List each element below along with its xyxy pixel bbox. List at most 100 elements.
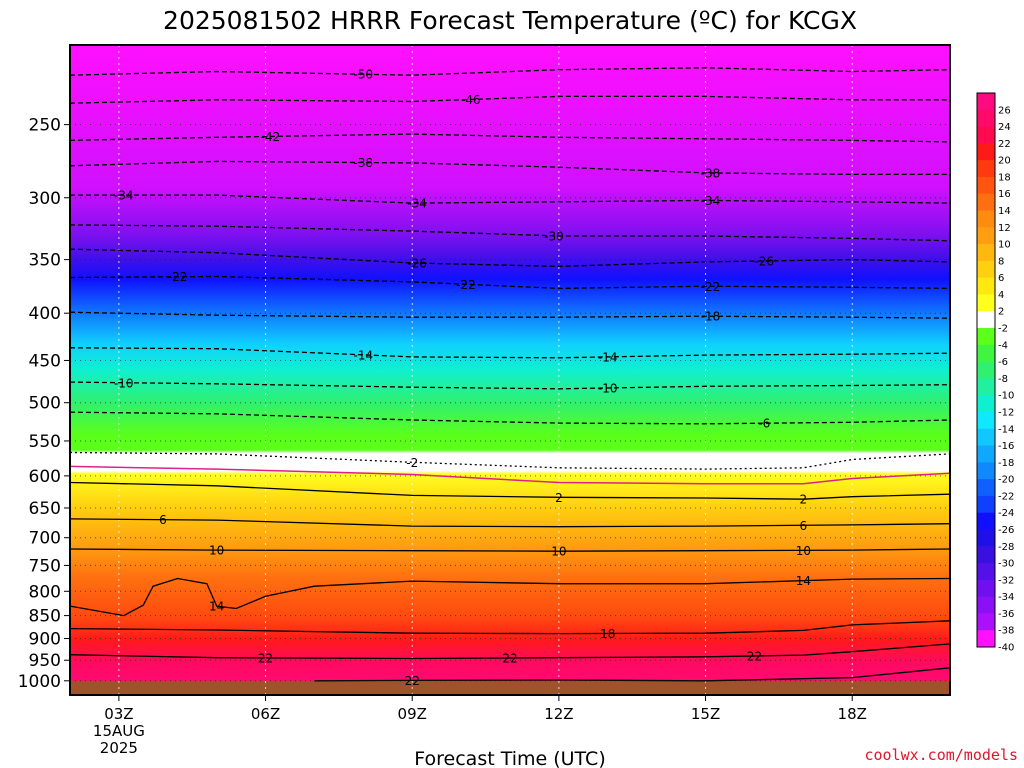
colorbar-swatch <box>977 160 995 178</box>
colorbar-swatch <box>977 479 995 497</box>
svg-text:-42: -42 <box>261 130 281 144</box>
isotherm-label: 14 <box>796 574 811 588</box>
colorbar-tick-label: 18 <box>998 172 1011 183</box>
svg-text:-6: -6 <box>758 417 770 431</box>
colorbar-swatch <box>977 93 995 111</box>
svg-text:22: 22 <box>258 651 273 665</box>
colorbar-tick-label: -6 <box>998 357 1008 368</box>
colorbar: 26 24 22 20 18 16 14 12 10 8 6 4 2 -2 -4 -6 -8 -10 -12 -14 -… <box>976 92 1014 654</box>
isotherm-label: -30 <box>544 229 564 243</box>
svg-text:-38: -38 <box>701 166 721 180</box>
colorbar-swatch <box>977 546 995 564</box>
isotherm-label: 2 <box>800 493 808 507</box>
isotherm-label: 22 <box>502 651 517 665</box>
colorbar-swatch <box>977 563 995 581</box>
isotherm-label: 2 <box>555 491 563 505</box>
isotherm-label: 6 <box>800 519 808 533</box>
colorbar-tick-label: -30 <box>998 559 1014 570</box>
colorbar-swatch <box>977 210 995 228</box>
colorbar-tick-label: -40 <box>998 643 1014 654</box>
isotherm-label: -38 <box>354 156 374 170</box>
colorbar-swatch <box>977 328 995 346</box>
isotherm-line <box>70 577 950 617</box>
isotherm-label: -42 <box>261 130 281 144</box>
isotherm-label: -26 <box>754 254 774 268</box>
x-axis-tick-label: 2025 <box>100 739 138 757</box>
svg-text:-50: -50 <box>354 68 374 82</box>
svg-text:6: 6 <box>159 513 167 527</box>
plot-frame <box>69 44 951 696</box>
y-axis-tick-label: 250 <box>29 116 61 136</box>
colorbar-tick-label: -36 <box>998 609 1014 620</box>
colorbar-swatch <box>977 512 995 530</box>
svg-text:-22: -22 <box>701 280 721 294</box>
svg-text:10: 10 <box>551 545 566 559</box>
y-axis-tick-label: 500 <box>29 394 61 414</box>
colorbar-swatch <box>977 495 995 514</box>
colorbar-tick-label: -4 <box>998 340 1008 351</box>
isotherm-label: -6 <box>758 417 770 431</box>
svg-text:-10: -10 <box>114 376 134 390</box>
colorbar-tick-label: 22 <box>998 139 1011 150</box>
colorbar-tick-label: -22 <box>998 491 1014 502</box>
isotherm-line <box>70 194 950 204</box>
colorbar-tick-label: 26 <box>998 105 1011 116</box>
svg-text:-22: -22 <box>168 270 188 284</box>
colorbar-tick-label: 16 <box>998 189 1011 200</box>
isotherm-line <box>70 465 950 485</box>
y-axis-tick-label: 400 <box>29 304 61 324</box>
svg-text:-22: -22 <box>456 278 476 292</box>
x-axis-tick-label: 09Z <box>398 705 427 723</box>
isotherm-line <box>70 248 950 268</box>
svg-text:-2: -2 <box>406 456 418 470</box>
colorbar-swatch <box>977 596 995 614</box>
svg-text:-14: -14 <box>354 348 374 362</box>
svg-text:10: 10 <box>796 544 811 558</box>
isotherm-line <box>70 311 950 319</box>
colorbar-tick-label: 14 <box>998 206 1011 217</box>
svg-text:14: 14 <box>209 600 224 614</box>
colorbar-swatch <box>977 529 995 547</box>
colorbar-tick-label: -16 <box>998 441 1014 452</box>
isotherm-label: 14 <box>209 600 224 614</box>
colorbar-tick-label: -18 <box>998 458 1014 469</box>
svg-text:-18: -18 <box>701 310 721 324</box>
colorbar-frame <box>976 92 996 648</box>
svg-text:-26: -26 <box>754 254 774 268</box>
colorbar-swatch <box>977 126 995 144</box>
isotherm-label: -22 <box>701 280 721 294</box>
colorbar-swatch <box>977 227 995 245</box>
colorbar-swatch <box>977 445 995 463</box>
y-axis-tick-label: 300 <box>29 189 61 209</box>
isotherm-line <box>70 347 950 359</box>
colorbar-swatch <box>977 294 995 312</box>
isotherm-line <box>70 643 950 660</box>
svg-text:6: 6 <box>800 519 808 533</box>
colorbar-tick-label: 10 <box>998 240 1011 251</box>
isotherm-label: -22 <box>456 278 476 292</box>
isotherm-label: -34 <box>114 189 134 203</box>
isotherm-label: -50 <box>354 68 374 82</box>
colorbar-tick-label: -14 <box>998 424 1014 435</box>
y-axis-tick-label: 650 <box>29 499 61 519</box>
isotherm-label: -26 <box>407 257 427 271</box>
isotherm-line <box>70 133 950 143</box>
colorbar-tick-label: -2 <box>998 324 1008 335</box>
colorbar-swatch <box>977 613 995 631</box>
isotherm-line <box>70 275 950 290</box>
svg-text:22: 22 <box>747 649 762 663</box>
y-axis-tick-label: 1000 <box>18 672 61 692</box>
y-axis-tick-label: 900 <box>29 630 61 650</box>
colorbar-tick-label: 2 <box>998 307 1004 318</box>
colorbar-swatch <box>977 311 995 329</box>
isotherm-label: -10 <box>114 376 134 390</box>
colorbar-tick-label: 12 <box>998 223 1011 234</box>
colorbar-swatch <box>977 361 995 379</box>
isotherm-line <box>70 548 950 552</box>
isotherm-line <box>70 620 950 635</box>
colorbar-swatch <box>977 378 995 396</box>
svg-text:-14: -14 <box>598 350 618 364</box>
colorbar-swatch <box>977 579 995 598</box>
colorbar-swatch <box>977 277 995 295</box>
